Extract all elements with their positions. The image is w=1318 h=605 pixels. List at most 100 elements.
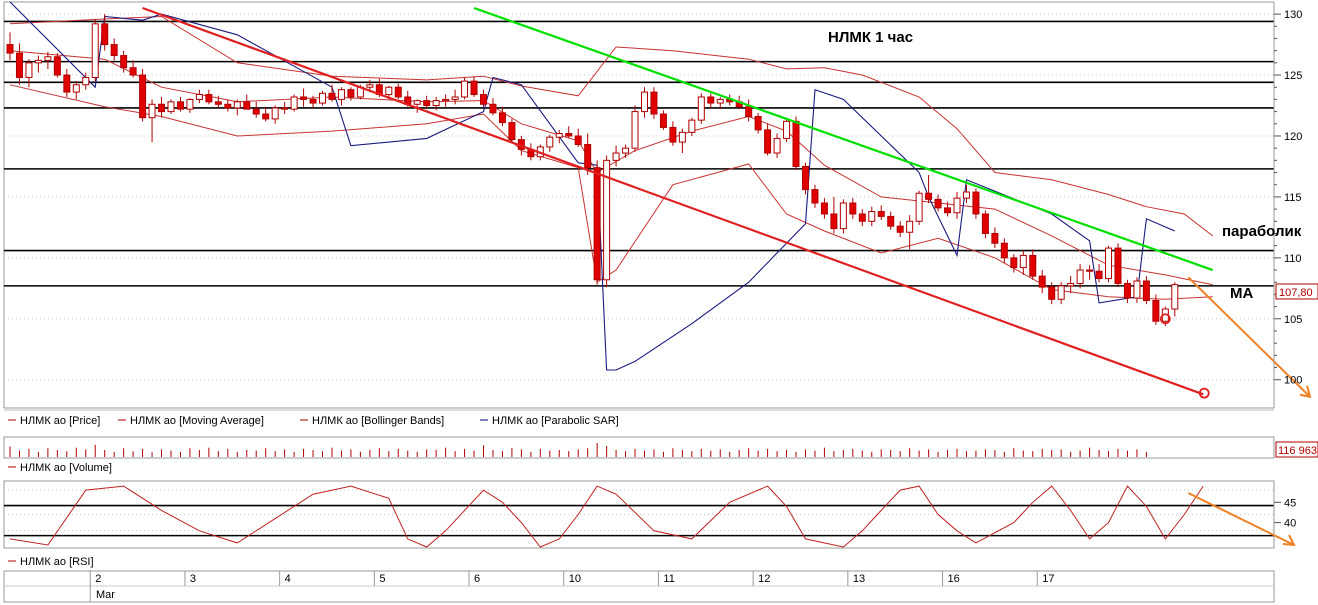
candle-body [1106,248,1112,278]
annotation-ma: MA [1230,285,1253,302]
candle-body [386,87,392,94]
candle-body [1030,255,1036,276]
candle-body [282,108,288,109]
candle-body [566,134,572,136]
date-label: 3 [190,573,196,585]
candle-body [45,57,51,61]
candle-body [395,87,401,97]
price-tick-label: 120 [1284,131,1302,143]
candle-body [746,107,752,117]
candle-body [338,90,344,100]
candle-body [784,121,790,138]
candle-body [111,45,117,56]
date-label: 13 [853,573,865,585]
candle-body [414,101,420,105]
volume-last-value: 116 963 [1278,445,1317,457]
candle-body [613,153,619,160]
candle-body [916,193,922,221]
price-legend: НЛМК ао [Price] НЛМК ао [Moving Average] Н… [8,415,619,427]
candle-body [1124,283,1130,298]
candle-body [594,168,600,280]
candle-body [793,121,799,166]
candle-body [348,90,354,97]
candle-body [641,92,647,112]
volume-title: НЛМК ао [Volume] [20,462,112,474]
candle-body [878,212,884,217]
date-label: 6 [474,573,480,585]
candle-body [992,233,998,243]
candle-body [945,208,951,213]
candle-body [1058,286,1064,299]
candle-body [159,104,165,111]
candle-body [490,104,496,113]
candle-body [708,97,714,103]
candle-body [973,192,979,214]
candle-body [54,57,60,75]
candle-body [433,101,439,106]
candle-body [234,102,240,108]
candle-body [698,97,704,120]
legend-entry: НЛМК ао [Moving Average] [130,415,264,427]
candle-body [1039,276,1045,287]
candle-body [670,127,676,142]
rsi-tick-label: 40 [1284,518,1296,530]
volume-panel [4,437,1274,458]
candle-body [1172,285,1178,309]
candle-body [196,95,202,100]
candle-body [244,102,250,109]
price-panel [4,2,1274,408]
candle-body [1153,301,1159,322]
date-label: 17 [1042,573,1054,585]
price-tick-label: 110 [1284,253,1302,265]
candle-body [320,93,326,103]
candle-body [859,214,865,221]
date-label: 5 [379,573,385,585]
date-label: 11 [663,573,674,585]
candle-body [755,116,761,129]
candle-body [272,108,278,119]
candle-body [168,102,174,112]
candle-body [310,99,316,103]
legend-entry: НЛМК ао [Parabolic SAR] [492,415,619,427]
candle-body [1077,270,1083,283]
candle-body [888,216,894,226]
candle-body [1011,258,1017,268]
candle-body [1134,281,1140,298]
price-tick-label: 125 [1284,70,1302,82]
candle-body [64,75,70,92]
date-label: 2 [95,573,101,585]
candle-body [575,136,581,145]
candle-body [140,75,146,118]
candle-body [831,214,837,229]
candle-body [660,114,666,127]
candle-body [424,101,430,106]
candle-body [16,53,22,77]
candle-body [263,114,269,119]
candle-body [206,95,212,102]
candle-body [982,214,988,234]
price-tick-label: 105 [1284,314,1302,326]
candle-body [291,97,297,109]
candle-body [253,109,259,114]
price-tick-label: 130 [1284,9,1302,21]
candle-body [897,226,903,232]
annotation-parabolic: параболик [1222,223,1302,240]
candle-body [471,81,477,94]
candle-body [367,85,373,87]
candle-body [26,63,32,78]
candle-body [1068,283,1074,285]
candle-body [1096,271,1102,278]
candle-body [301,97,307,99]
price-tick-label: 100 [1284,375,1302,387]
chart-title: НЛМК 1 час [828,29,913,46]
candle-body [73,85,79,92]
candle-body [83,77,89,84]
candle-body [632,112,638,149]
candle-body [556,134,562,138]
candle-body [840,203,846,229]
candle-body [102,24,108,45]
candle-body [329,93,335,99]
candle-body [1049,287,1055,299]
date-label: 10 [569,573,581,585]
candle-body [774,138,780,153]
